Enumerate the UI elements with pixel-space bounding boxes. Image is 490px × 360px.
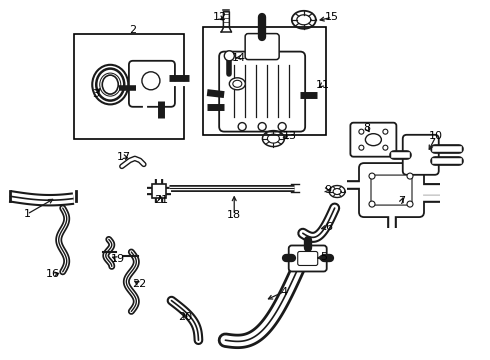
Circle shape	[278, 123, 286, 131]
Text: 17: 17	[117, 152, 130, 162]
Text: 1: 1	[24, 209, 30, 219]
Text: 2: 2	[129, 24, 136, 35]
Ellipse shape	[229, 78, 245, 90]
Ellipse shape	[100, 73, 120, 96]
Ellipse shape	[233, 80, 242, 87]
Circle shape	[224, 51, 234, 61]
FancyBboxPatch shape	[219, 51, 305, 132]
Text: 10: 10	[429, 131, 443, 141]
Circle shape	[359, 129, 364, 134]
Text: 4: 4	[281, 287, 288, 297]
Ellipse shape	[102, 75, 118, 94]
Circle shape	[142, 72, 160, 90]
Bar	[74, 34, 184, 139]
Text: 20: 20	[178, 312, 192, 322]
FancyBboxPatch shape	[245, 33, 279, 60]
Circle shape	[258, 123, 266, 131]
Text: 19: 19	[111, 254, 124, 264]
Text: 9: 9	[324, 185, 331, 195]
Text: 18: 18	[227, 210, 241, 220]
Text: 14: 14	[232, 53, 246, 63]
Circle shape	[407, 201, 413, 207]
Text: 11: 11	[316, 80, 329, 90]
FancyBboxPatch shape	[371, 175, 412, 205]
Circle shape	[369, 173, 375, 179]
Circle shape	[383, 145, 388, 150]
FancyBboxPatch shape	[129, 61, 175, 107]
Text: 15: 15	[325, 12, 339, 22]
Text: 13: 13	[283, 131, 297, 141]
Circle shape	[383, 129, 388, 134]
Text: 8: 8	[363, 123, 370, 133]
Text: 16: 16	[46, 269, 60, 279]
FancyBboxPatch shape	[289, 246, 327, 271]
FancyBboxPatch shape	[152, 184, 166, 198]
Circle shape	[369, 201, 375, 207]
FancyBboxPatch shape	[403, 135, 439, 175]
Text: 12: 12	[213, 12, 226, 22]
Text: 7: 7	[398, 196, 405, 206]
Circle shape	[238, 123, 246, 131]
Circle shape	[407, 173, 413, 179]
Text: 3: 3	[92, 89, 99, 99]
Text: 21: 21	[154, 195, 168, 205]
Bar	[203, 27, 326, 135]
FancyBboxPatch shape	[350, 123, 396, 157]
Circle shape	[359, 145, 364, 150]
Ellipse shape	[366, 134, 381, 146]
Text: 22: 22	[132, 279, 147, 289]
FancyBboxPatch shape	[298, 252, 318, 265]
Text: 5: 5	[320, 252, 327, 262]
Text: 6: 6	[325, 222, 332, 232]
FancyBboxPatch shape	[359, 163, 424, 217]
